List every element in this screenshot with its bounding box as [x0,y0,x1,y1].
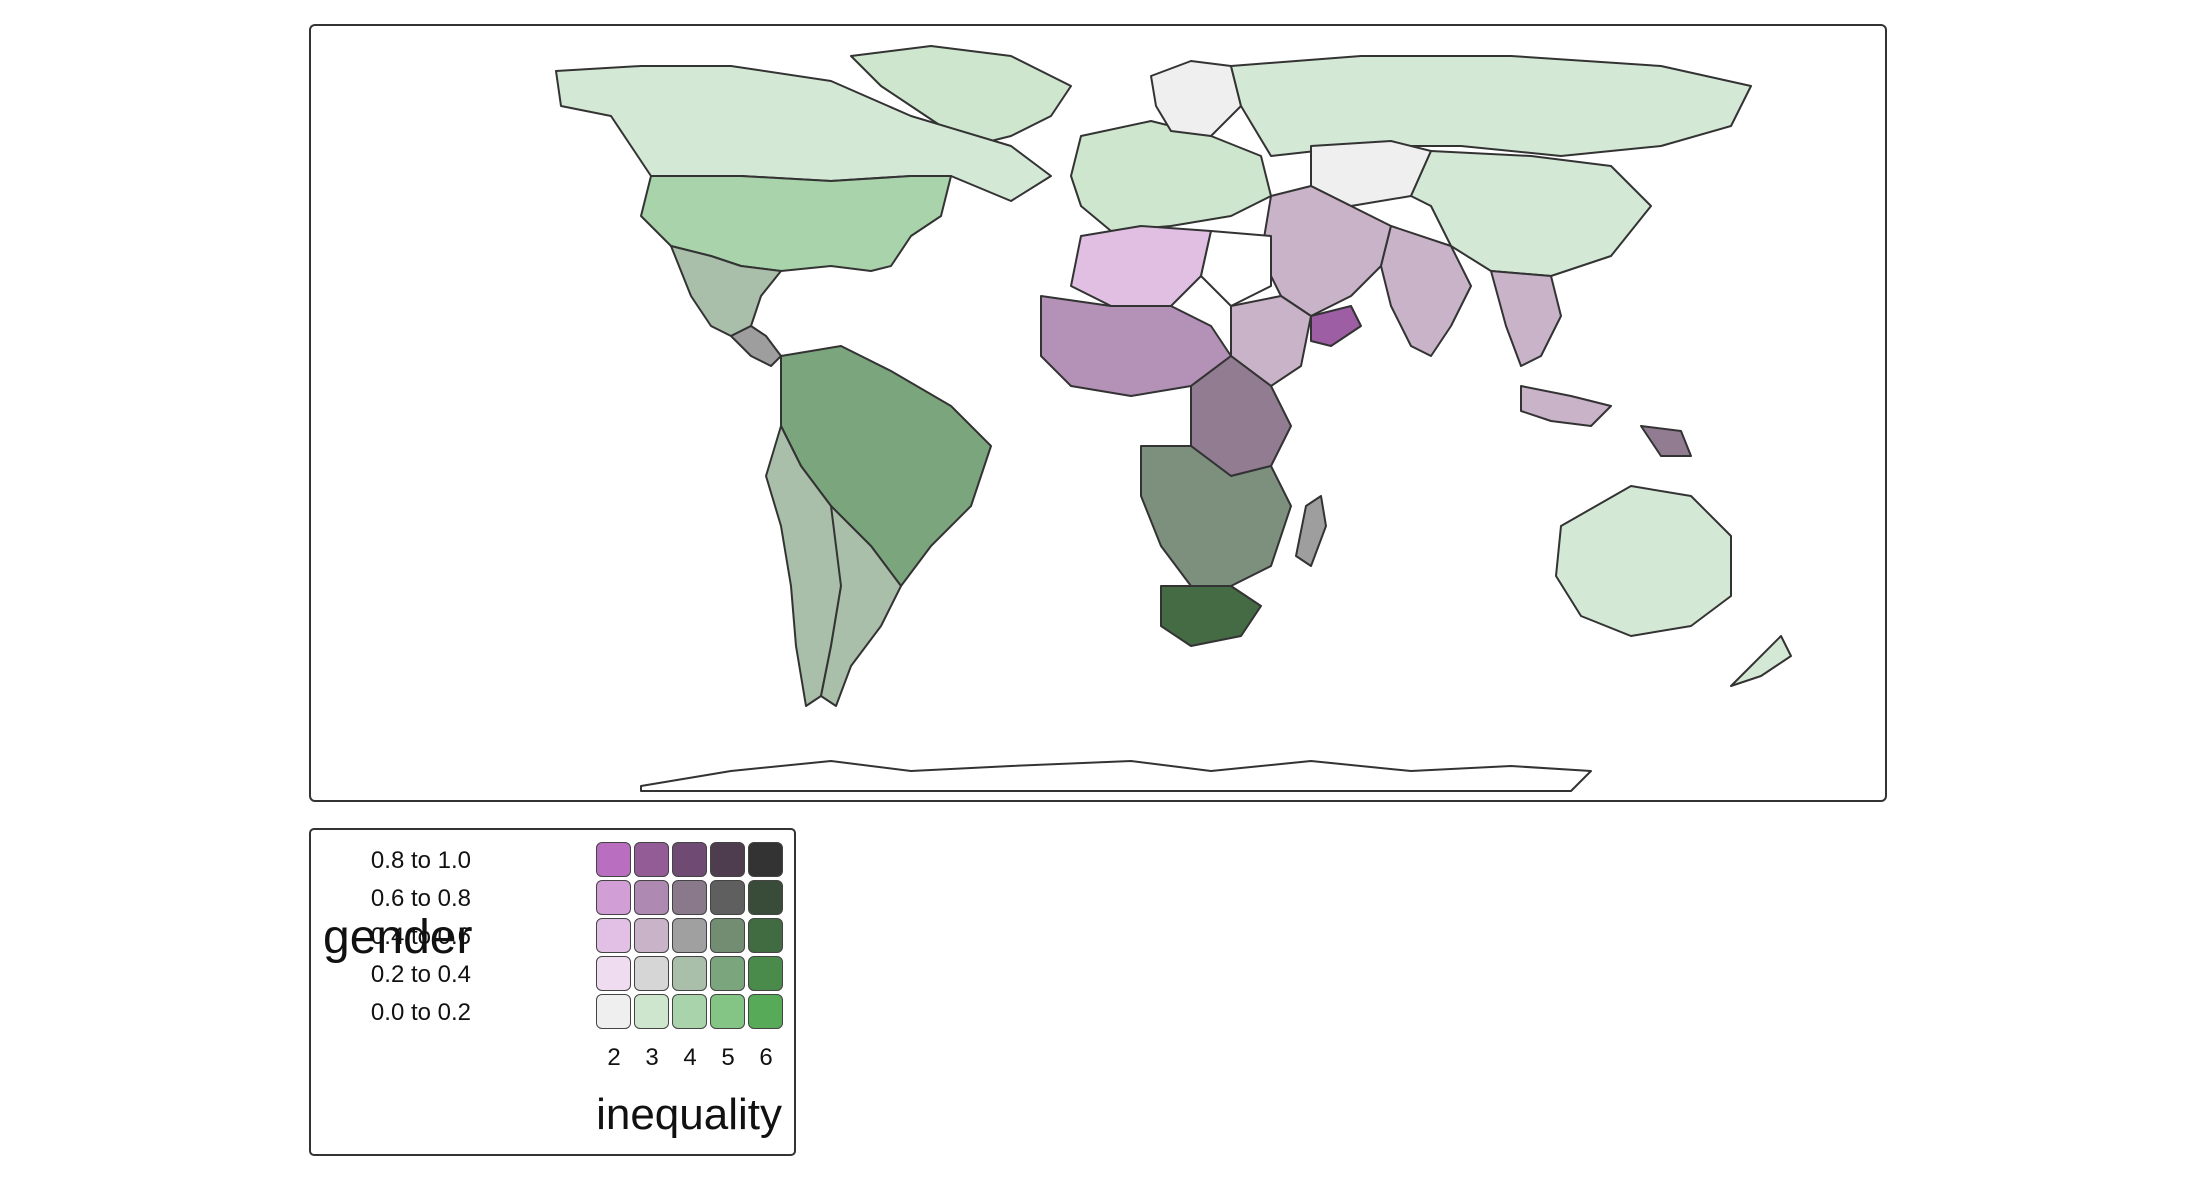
row-label: 0.2 to 0.4 [370,961,471,988]
legend-cell [634,994,669,1029]
europe-west [1070,120,1272,232]
legend-cell [748,994,783,1029]
legend-cell [634,880,669,915]
legend-cell [672,918,707,953]
legend-cell [748,842,783,877]
southern-africa [1140,445,1292,587]
col-label: 6 [759,1044,773,1071]
col-label: 5 [721,1044,735,1071]
legend-cell [672,994,707,1029]
india [1380,225,1472,357]
legend-cell [596,994,631,1029]
legend-cell [748,880,783,915]
antarctica [640,760,1592,792]
legend-cell [710,956,745,991]
north-africa-east [1200,230,1272,307]
southeast-asia [1490,270,1562,367]
legend-y-title: gender [323,911,473,964]
madagascar [1295,495,1327,567]
australia [1555,485,1732,637]
world-map [555,45,1792,792]
col-label: 4 [683,1044,697,1071]
map-panel [309,24,1887,802]
argentina [820,505,902,707]
legend-cell [596,880,631,915]
north-africa-west [1070,225,1212,307]
legend-cell [710,842,745,877]
row-label: 0.6 to 0.8 [370,885,471,912]
row-label: 0.0 to 0.2 [370,999,471,1026]
legend-cell [596,918,631,953]
col-label: 3 [645,1044,659,1071]
central-america [730,325,782,367]
greenland [850,45,1072,147]
col-label: 2 [607,1044,621,1071]
row-label: 0.4 to 0.6 [370,923,471,950]
papua [1640,425,1692,457]
legend-cell [748,956,783,991]
legend: gender inequality 0.8 to 1.0 0.6 to 0.8 … [309,828,796,1156]
legend-cell [596,842,631,877]
legend-cell [634,956,669,991]
russia [1230,55,1752,157]
scandinavia [1150,60,1242,137]
legend-cell [672,956,707,991]
legend-cell [710,994,745,1029]
legend-cell [634,918,669,953]
legend-cell [748,918,783,953]
mexico [670,245,782,337]
legend-cell [710,880,745,915]
legend-cell [672,842,707,877]
row-label: 0.8 to 1.0 [370,847,471,874]
legend-cell [634,842,669,877]
legend-cell [596,956,631,991]
legend-cell [710,918,745,953]
legend-cell [672,880,707,915]
new-zealand [1730,635,1792,687]
south-africa [1160,585,1262,647]
indonesia [1520,385,1612,427]
yemen [1310,305,1362,347]
legend-x-title: inequality [596,1090,782,1139]
